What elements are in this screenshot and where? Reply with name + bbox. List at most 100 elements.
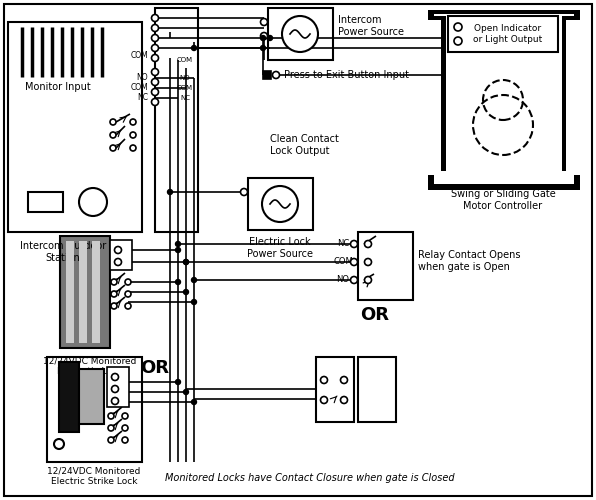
- Circle shape: [108, 413, 114, 419]
- Text: COM: COM: [333, 258, 353, 266]
- Circle shape: [111, 386, 119, 392]
- Text: Clean Contact
Lock Output: Clean Contact Lock Output: [270, 134, 339, 156]
- Text: Monitor Input: Monitor Input: [25, 82, 91, 92]
- Circle shape: [191, 400, 197, 404]
- Circle shape: [175, 380, 181, 384]
- Text: Open Indicator
or Light Output: Open Indicator or Light Output: [473, 24, 542, 44]
- Circle shape: [151, 24, 159, 32]
- Text: Intercom
Power Source: Intercom Power Source: [338, 15, 404, 37]
- Circle shape: [321, 396, 327, 404]
- Circle shape: [151, 44, 159, 52]
- Circle shape: [350, 276, 358, 283]
- Circle shape: [125, 279, 131, 285]
- Circle shape: [108, 425, 114, 431]
- Bar: [92, 241, 100, 343]
- Text: NO: NO: [337, 276, 349, 284]
- Circle shape: [184, 260, 188, 264]
- Bar: [110, 240, 132, 270]
- Circle shape: [151, 88, 159, 96]
- Circle shape: [54, 439, 64, 449]
- Circle shape: [151, 98, 159, 105]
- Circle shape: [175, 242, 181, 246]
- Circle shape: [175, 280, 181, 284]
- Bar: [8, 22, 142, 232]
- Bar: [60, 236, 110, 348]
- Text: Press to Exit Button Input: Press to Exit Button Input: [284, 70, 409, 80]
- Circle shape: [151, 68, 159, 75]
- Circle shape: [108, 437, 114, 443]
- Text: OR: OR: [141, 359, 169, 377]
- Circle shape: [79, 188, 107, 216]
- Circle shape: [191, 300, 197, 304]
- Circle shape: [260, 36, 265, 41]
- Text: Electric Lock
Power Source: Electric Lock Power Source: [247, 237, 313, 259]
- Circle shape: [191, 46, 197, 51]
- Bar: [79, 369, 104, 424]
- Circle shape: [260, 32, 268, 40]
- Circle shape: [130, 145, 136, 151]
- Circle shape: [191, 278, 197, 282]
- Circle shape: [110, 132, 116, 138]
- Text: NC: NC: [337, 240, 349, 248]
- Circle shape: [260, 46, 265, 51]
- Circle shape: [272, 72, 280, 78]
- Circle shape: [122, 425, 128, 431]
- Bar: [107, 367, 129, 407]
- Circle shape: [262, 186, 298, 222]
- Circle shape: [340, 376, 347, 384]
- Circle shape: [151, 54, 159, 62]
- Circle shape: [184, 390, 188, 394]
- Circle shape: [111, 291, 117, 297]
- Bar: [28, 192, 63, 212]
- Circle shape: [241, 188, 247, 196]
- Polygon shape: [428, 10, 580, 190]
- Circle shape: [365, 276, 371, 283]
- Circle shape: [260, 18, 268, 26]
- Circle shape: [111, 374, 119, 380]
- Circle shape: [114, 258, 122, 266]
- Text: COM: COM: [177, 57, 193, 63]
- Text: 12/24VDC Monitored
Electric Strike Lock: 12/24VDC Monitored Electric Strike Lock: [47, 466, 141, 485]
- Circle shape: [122, 413, 128, 419]
- Text: NO: NO: [179, 75, 190, 81]
- Circle shape: [454, 37, 462, 45]
- Circle shape: [268, 36, 272, 41]
- Circle shape: [184, 290, 188, 294]
- Polygon shape: [434, 14, 574, 184]
- Bar: [448, 16, 558, 52]
- Circle shape: [130, 132, 136, 138]
- Bar: [316, 357, 354, 422]
- Text: Swing or Sliding Gate
Motor Controller: Swing or Sliding Gate Motor Controller: [451, 189, 555, 211]
- Circle shape: [151, 78, 159, 86]
- Circle shape: [175, 248, 181, 252]
- Text: COM: COM: [131, 84, 148, 92]
- Circle shape: [111, 303, 117, 309]
- Circle shape: [114, 246, 122, 254]
- Text: NO: NO: [136, 74, 148, 82]
- Circle shape: [454, 23, 462, 31]
- Bar: [263, 71, 271, 79]
- Circle shape: [110, 145, 116, 151]
- Circle shape: [110, 119, 116, 125]
- Circle shape: [122, 437, 128, 443]
- Circle shape: [350, 258, 358, 266]
- Circle shape: [282, 16, 318, 52]
- Circle shape: [321, 376, 327, 384]
- Bar: [155, 8, 198, 232]
- Bar: [79, 241, 87, 343]
- Circle shape: [184, 260, 188, 264]
- Circle shape: [130, 119, 136, 125]
- Circle shape: [111, 279, 117, 285]
- Text: 12/24VDC Monitored
Magnetic Lock: 12/24VDC Monitored Magnetic Lock: [44, 356, 136, 376]
- Circle shape: [125, 291, 131, 297]
- Circle shape: [151, 34, 159, 42]
- Circle shape: [125, 303, 131, 309]
- Text: Intercom Outdoor
Station: Intercom Outdoor Station: [20, 241, 106, 263]
- Circle shape: [340, 396, 347, 404]
- Circle shape: [365, 258, 371, 266]
- Bar: [66, 241, 74, 343]
- Text: OR: OR: [361, 306, 390, 324]
- Text: COM: COM: [131, 50, 148, 59]
- Bar: [59, 362, 79, 432]
- Bar: [268, 8, 333, 60]
